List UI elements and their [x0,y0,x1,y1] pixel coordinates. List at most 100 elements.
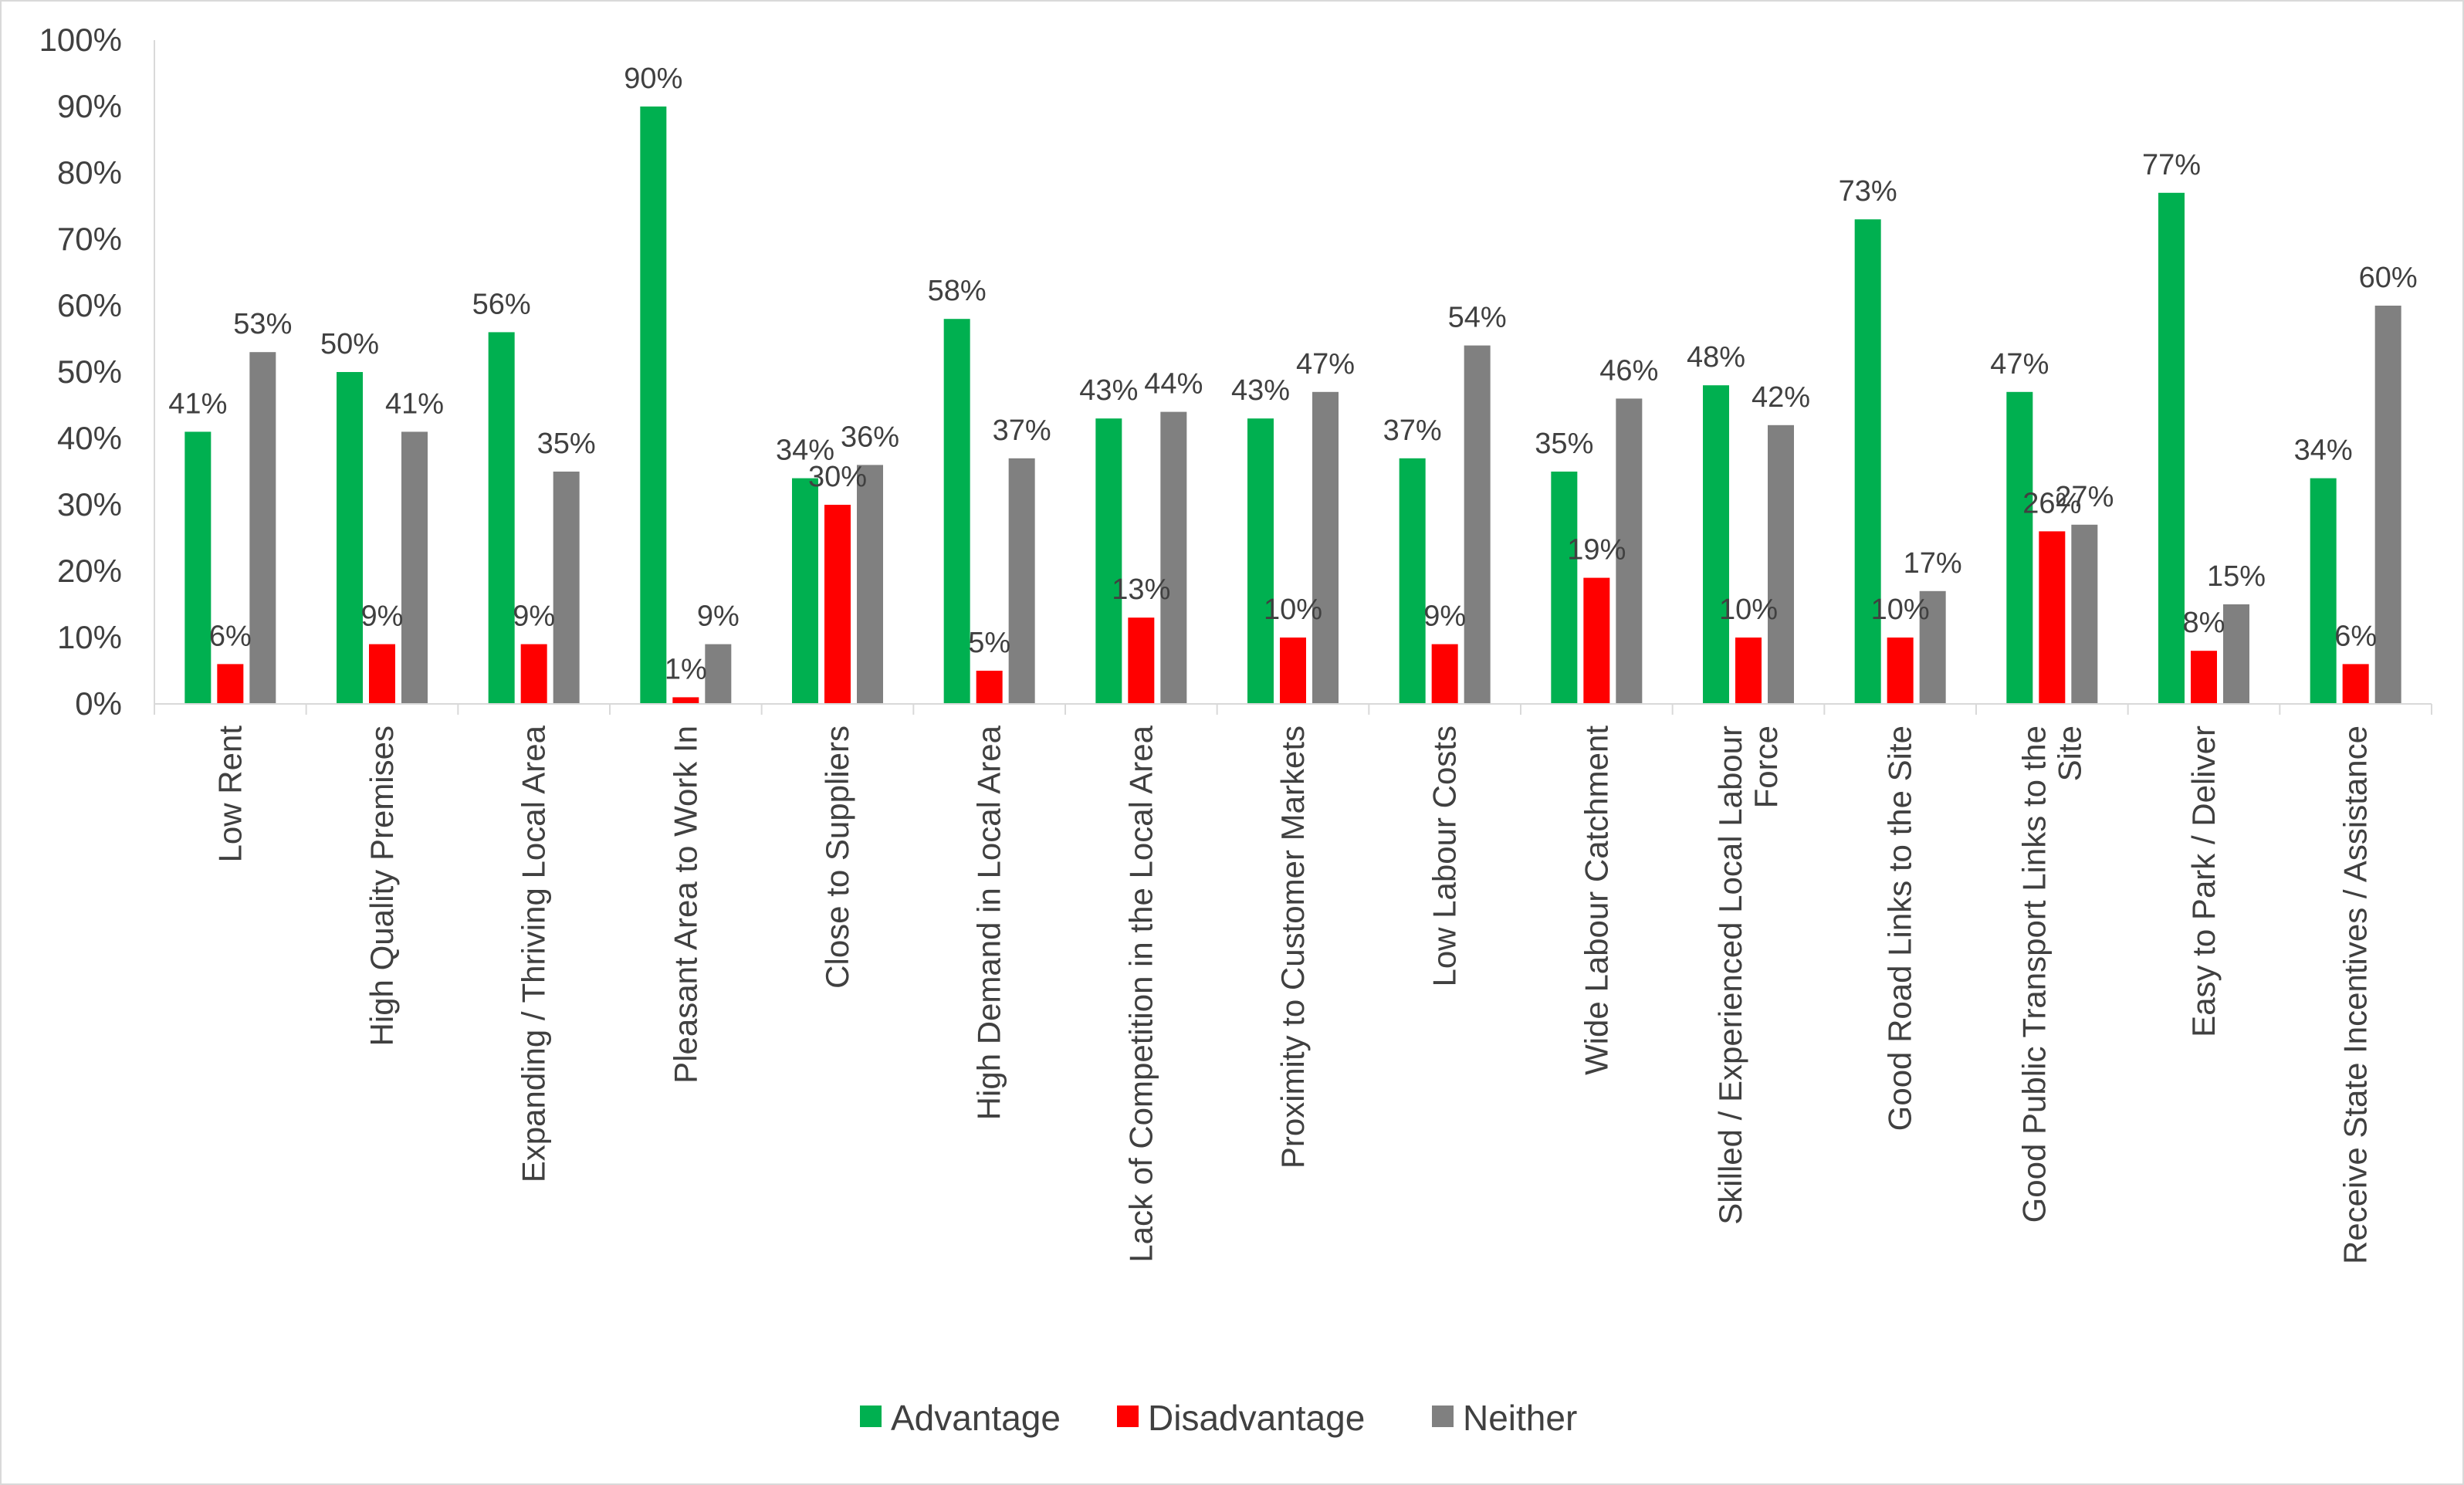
data-label: 47% [1990,348,2049,381]
data-label: 34% [776,435,834,467]
bar-disadvantage [824,505,851,704]
legend-item-advantage: Advantage [860,1398,1061,1438]
bar-disadvantage [1128,617,1155,704]
x-category-label-line: Good Road Links to the Site [1882,726,1918,1131]
data-label: 53% [233,308,292,340]
data-label: 46% [1599,354,1658,387]
bar-neither [705,644,732,704]
data-label: 43% [1079,374,1138,407]
data-label: 13% [1112,573,1170,606]
data-label: 1% [665,653,707,685]
x-category-label-line: High Quality Premises [364,726,400,1046]
y-tick-label: 10% [57,619,122,655]
x-category-label: Close to Suppliers [819,726,855,989]
x-category-label-line: Expanding / Thriving Local Area [516,725,552,1182]
legend-swatch [860,1406,882,1427]
data-label: 43% [1231,374,1290,407]
bar-neither [553,472,580,704]
y-tick-label: 30% [57,486,122,523]
x-category-label: Expanding / Thriving Local Area [516,725,552,1182]
x-category-label: Good Public Transport Links to the Site [2016,726,2087,1223]
data-label: 10% [1264,594,1322,626]
y-tick-label: 70% [57,221,122,257]
bar-neither [2223,604,2249,704]
x-category-label-line: Receive State Incentives / Assistance [2337,726,2374,1264]
y-tick-label: 40% [57,420,122,456]
x-category-label: Easy to Park / Deliver [2185,726,2222,1037]
data-label: 5% [968,627,1010,659]
data-label: 9% [513,600,555,633]
legend-label: Neither [1463,1398,1577,1438]
legend-label: Disadvantage [1148,1398,1365,1438]
data-label: 48% [1687,341,1745,374]
bar-advantage [2158,192,2185,705]
x-category-label: Proximity to Customer Markets [1274,726,1311,1169]
data-label: 35% [1535,428,1593,460]
y-tick-label: 20% [57,553,122,589]
x-axis: Low Rent High Quality Premises Expanding /… [154,703,2432,1264]
x-category-label: Lack of Competition in the Local Area [1122,725,1159,1262]
bar-neither [1008,458,1035,704]
bar-disadvantage [1431,644,1458,704]
bar-advantage [1247,418,1274,704]
data-label: 54% [1448,302,1507,334]
bar-advantage [2006,391,2033,704]
y-tick-label: 60% [57,287,122,323]
x-category-label-line: Low Rent [212,726,248,863]
data-label: 47% [1296,348,1355,381]
bar-advantage [488,332,515,704]
bar-disadvantage [672,697,699,704]
legend: Advantage Disadvantage Neither [860,1398,1577,1438]
data-label: 9% [361,600,404,633]
data-label: 36% [841,421,899,453]
bar-advantage [337,372,363,704]
legend-swatch [1432,1406,1454,1427]
bar-disadvantage [1735,638,1762,704]
data-label: 30% [808,461,867,493]
data-label: 50% [320,328,379,360]
bar-advantage [640,107,667,704]
data-label: 17% [1904,547,1962,580]
x-category-label-line: Site [2051,726,2087,781]
y-tick-label: 0% [75,685,122,722]
x-category-label-line: Low Labour Costs [1427,726,1463,987]
bar-disadvantage [1583,577,1610,704]
data-label: 37% [993,414,1051,447]
x-category-label-line: Lack of Competition in the Local Area [1122,725,1159,1262]
bars [184,107,2401,705]
x-category-label: Skilled / Experienced Local Labour Force [1712,726,1784,1225]
data-label: 44% [1144,368,1203,401]
data-label: 15% [2207,560,2266,593]
legend-item-neither: Neither [1432,1398,1577,1438]
x-category-label-line: Good Public Transport Links to the [2016,726,2052,1223]
data-label: 56% [472,288,531,320]
bar-advantage [943,319,970,704]
data-label: 9% [1423,600,1466,633]
data-label: 73% [1839,175,1897,208]
data-label: 8% [2183,607,2225,639]
x-category-label: High Quality Premises [364,726,400,1046]
data-label: 35% [537,428,596,460]
bar-neither [2071,524,2098,704]
data-labels: 41%50%56%90%34%58%43% 43%37% 35%48%73%47%7… [168,63,2417,685]
x-category-label-line: Easy to Park / Deliver [2185,726,2222,1037]
x-category-label-line: Proximity to Customer Markets [1274,726,1311,1169]
y-tick-label: 100% [39,22,122,58]
x-category-label: Pleasant Area to Work In [667,726,703,1084]
data-label: 41% [385,387,444,420]
y-tick-label: 90% [57,88,122,124]
x-category-label: Receive State Incentives / Assistance [2337,726,2374,1264]
y-axis: 0% 10% 20% 30% 40% 50% 60% 70% 80% 90% 100% [39,22,155,722]
x-category-label-line: Close to Suppliers [819,726,855,989]
x-category-label: Low Rent [212,726,248,863]
y-tick-label: 80% [57,154,122,191]
data-label: 90% [624,63,682,95]
bar-neither [2374,306,2401,704]
bar-disadvantage [369,644,395,704]
bar-advantage [792,478,818,704]
bar-advantage [1703,385,1729,704]
x-category-label-line: High Demand in Local Area [971,725,1007,1120]
data-label: 34% [2294,435,2353,467]
data-label: 37% [1383,414,1442,447]
